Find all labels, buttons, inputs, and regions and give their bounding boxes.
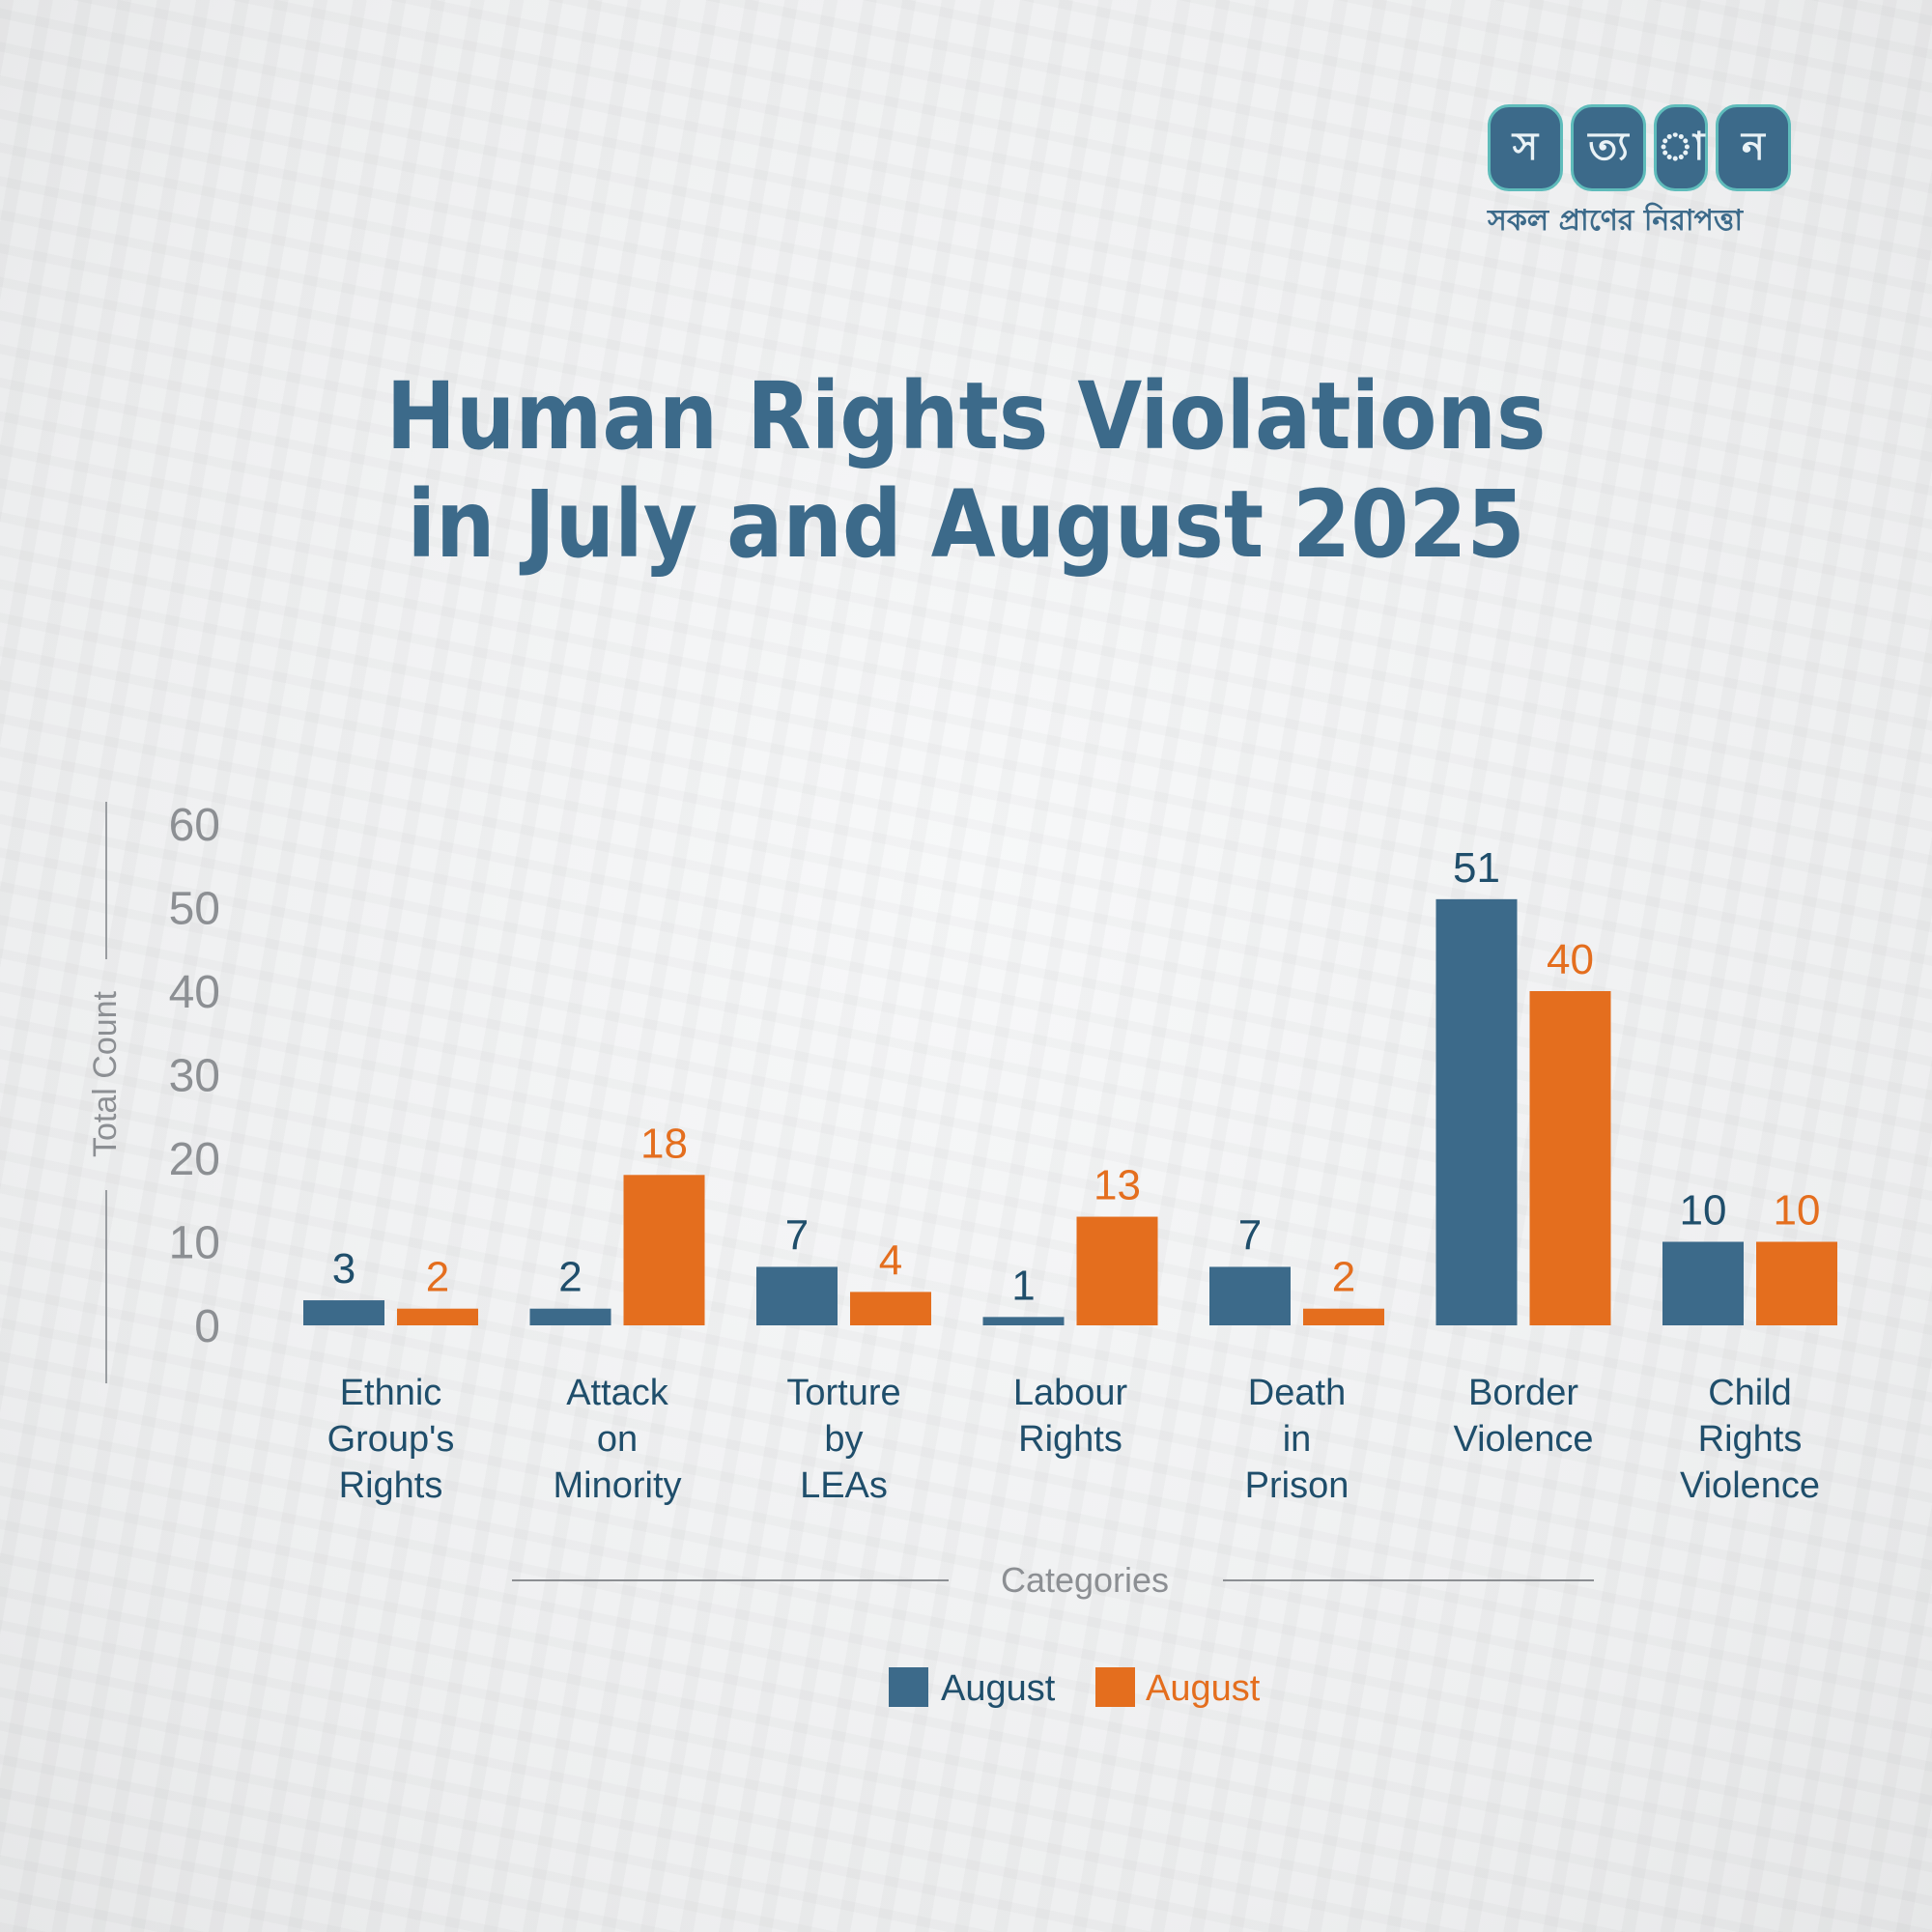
y-axis: Total Count (87, 802, 124, 1383)
x-tick-label: Ethnic Group's Rights (327, 1373, 455, 1506)
chart-title-line-1: Human Rights Violations (385, 362, 1547, 470)
x-tick-label: Attack on Minority (553, 1373, 681, 1506)
data-label-series-1: 1 (1011, 1262, 1035, 1309)
x-tick-label-line: Border (1468, 1373, 1578, 1413)
data-label-series-2: 2 (1332, 1254, 1355, 1301)
logo-wordmark: স ত্য া ন (1488, 104, 1835, 191)
x-tick-label-line: Death (1248, 1373, 1346, 1413)
x-tick-label-line: by (824, 1419, 863, 1460)
bars (303, 898, 1837, 1326)
chart-title: Human Rights Violations in July and Augu… (0, 362, 1932, 579)
y-tick-label: 50 (169, 884, 220, 935)
data-label-series-2: 2 (426, 1254, 449, 1301)
bar-series-1[interactable] (982, 1317, 1065, 1325)
bar-series-1[interactable] (756, 1266, 838, 1325)
x-tick-label: Child Rights Violence (1680, 1373, 1820, 1506)
logo-tile: স (1488, 104, 1563, 191)
y-tick-label: 20 (169, 1134, 220, 1185)
data-label-series-2: 40 (1547, 936, 1594, 983)
chart-title-line-2: in July and August 2025 (407, 470, 1525, 579)
y-ticks: 0 10 20 30 40 50 60 (169, 800, 220, 1352)
y-axis-label: Total Count (87, 990, 124, 1157)
bar-series-2[interactable] (1756, 1241, 1837, 1326)
x-tick-label-line: Child (1708, 1373, 1792, 1413)
bar-series-1[interactable] (1209, 1266, 1291, 1325)
logo-tile: ত্য (1571, 104, 1646, 191)
legend-label-series-1: August (941, 1668, 1056, 1709)
y-tick-label: 30 (169, 1051, 220, 1102)
y-tick-label: 10 (169, 1218, 220, 1269)
bar-series-2[interactable] (1076, 1216, 1158, 1325)
x-tick-label: Labour Rights (1013, 1373, 1128, 1460)
bar-series-2[interactable] (1529, 991, 1611, 1325)
bar-series-1[interactable] (303, 1300, 384, 1325)
x-tick-label-line: Rights (1018, 1419, 1122, 1460)
bar-series-1[interactable] (529, 1308, 611, 1325)
y-tick-label: 60 (169, 800, 220, 851)
data-label-series-1: 10 (1680, 1187, 1727, 1235)
x-axis-label: Categories (1001, 1560, 1169, 1600)
legend-swatch-series-1 (889, 1667, 928, 1707)
logo-tile: া (1654, 104, 1708, 191)
legend-item-series-1[interactable]: August (889, 1667, 1056, 1709)
x-tick-label-line: LEAs (800, 1465, 888, 1506)
x-tick-label: Torture by LEAs (786, 1373, 900, 1506)
x-tick-label-line: Violence (1453, 1419, 1593, 1460)
x-axis-title: Categories (512, 1560, 1594, 1600)
bar-series-1[interactable] (1435, 898, 1518, 1325)
x-tick-label: Border Violence (1453, 1373, 1593, 1460)
bar-series-1[interactable] (1662, 1241, 1744, 1326)
category-labels: Ethnic Group's Rights Attack on Minority Tortu… (327, 1373, 1820, 1506)
brand-logo: স ত্য া ন সকল প্রাণের নিরাপত্তা (1488, 104, 1835, 259)
data-label-series-1: 2 (558, 1254, 582, 1301)
legend: August August (889, 1667, 1261, 1709)
x-tick-label-line: Labour (1013, 1373, 1128, 1413)
x-tick-label: Death in Prison (1245, 1373, 1350, 1506)
x-tick-label-line: Minority (553, 1465, 681, 1506)
data-label-series-2: 4 (879, 1236, 902, 1284)
x-tick-label-line: Attack (566, 1373, 669, 1413)
y-tick-label: 0 (194, 1301, 220, 1352)
legend-swatch-series-2 (1095, 1667, 1135, 1707)
bar-series-2[interactable] (397, 1308, 478, 1325)
data-label-series-1: 51 (1453, 844, 1500, 892)
x-tick-label-line: Violence (1680, 1465, 1820, 1506)
x-tick-label-line: on (597, 1419, 638, 1460)
x-tick-label-line: Rights (339, 1465, 443, 1506)
data-label-series-2: 18 (640, 1120, 688, 1167)
data-label-series-2: 10 (1774, 1187, 1821, 1235)
logo-tagline: সকল প্রাণের নিরাপত্তা (1488, 204, 1744, 238)
data-label-series-1: 3 (332, 1245, 355, 1293)
bar-series-2[interactable] (623, 1175, 705, 1325)
legend-label-series-2: August (1146, 1668, 1261, 1709)
x-tick-label-line: Group's (327, 1419, 455, 1460)
x-tick-label-line: in (1283, 1419, 1312, 1460)
y-tick-label: 40 (169, 967, 220, 1018)
data-label-series-2: 13 (1094, 1162, 1141, 1209)
x-tick-label-line: Torture (786, 1373, 900, 1413)
bar-series-2[interactable] (850, 1292, 931, 1325)
x-tick-label-line: Rights (1698, 1419, 1803, 1460)
legend-item-series-2[interactable]: August (1095, 1667, 1261, 1709)
bar-series-2[interactable] (1303, 1308, 1384, 1325)
data-label-series-1: 7 (785, 1211, 809, 1259)
x-tick-label-line: Ethnic (340, 1373, 442, 1413)
logo-tile: ন (1716, 104, 1791, 191)
x-tick-label-line: Prison (1245, 1465, 1350, 1506)
value-labels: 3 2 2 18 7 4 1 13 7 2 51 40 10 10 (332, 844, 1821, 1310)
data-label-series-1: 7 (1238, 1211, 1262, 1259)
